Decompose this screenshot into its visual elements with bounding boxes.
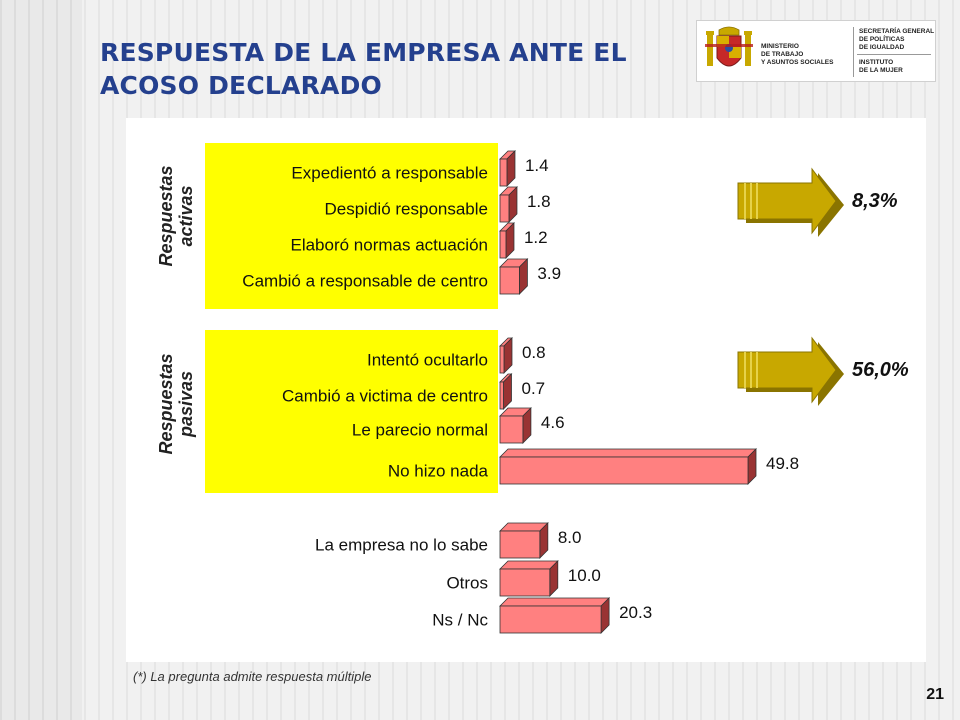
bar-top bbox=[499, 560, 559, 570]
bar-top bbox=[499, 597, 611, 607]
secretaria-name: Secretaría General de Políticas de Igual… bbox=[859, 28, 935, 51]
category-label: Elaboró normas actuación bbox=[290, 236, 488, 255]
bar bbox=[499, 605, 602, 634]
bar bbox=[499, 345, 505, 374]
bar bbox=[499, 568, 551, 597]
logo-divider-horizontal bbox=[857, 54, 931, 55]
category-label: Ns / Nc bbox=[432, 611, 488, 630]
value-label: 1.4 bbox=[525, 156, 549, 175]
ministry-name: Ministerio de Trabajo y Asuntos Sociales bbox=[761, 43, 834, 66]
value-label: 1.2 bbox=[524, 228, 548, 247]
coat-of-arms-icon bbox=[705, 26, 753, 67]
category-label: Expedientó a responsable bbox=[291, 164, 488, 183]
slide-title: RESPUESTA DE LA EMPRESA ANTE EL ACOSO DE… bbox=[100, 36, 627, 102]
group-1-label: Respuestasactivas bbox=[156, 165, 196, 266]
footnote: (*) La pregunta admite respuesta múltipl… bbox=[133, 669, 372, 684]
chart-panel: Respuestasactivas Expedientó a responsabl… bbox=[126, 118, 926, 662]
group-2-summary: 56,0% bbox=[852, 359, 909, 381]
category-label: La empresa no lo sabe bbox=[315, 536, 488, 555]
category-label: Otros bbox=[446, 574, 488, 593]
value-label: 0.7 bbox=[521, 379, 545, 398]
value-label: 10.0 bbox=[568, 566, 601, 585]
bar bbox=[499, 381, 504, 410]
bar-top bbox=[499, 448, 757, 458]
bar bbox=[499, 230, 507, 259]
value-label: 4.6 bbox=[541, 413, 565, 432]
bar bbox=[499, 158, 508, 187]
bar bbox=[499, 530, 541, 559]
category-label: Despidió responsable bbox=[325, 200, 489, 219]
group-2-highlight bbox=[205, 330, 498, 493]
category-label: Cambió a responsable de centro bbox=[242, 272, 488, 291]
value-label: 49.8 bbox=[766, 454, 799, 473]
category-label: Cambió a victima de centro bbox=[282, 387, 488, 406]
logo-divider bbox=[853, 27, 854, 77]
page-number: 21 bbox=[926, 686, 944, 703]
group-1-highlight bbox=[205, 143, 498, 309]
value-label: 1.8 bbox=[527, 192, 551, 211]
left-band bbox=[0, 0, 82, 720]
value-label: 3.9 bbox=[537, 264, 561, 283]
horizontal-bar-chart: Respuestasactivas Expedientó a responsabl… bbox=[156, 143, 909, 634]
bar bbox=[499, 456, 749, 485]
group-1-summary: 8,3% bbox=[852, 190, 898, 212]
ministry-logo: Ministerio de Trabajo y Asuntos Sociales… bbox=[696, 20, 936, 82]
bar bbox=[499, 194, 510, 223]
group-2-label: Respuestaspasivas bbox=[156, 353, 196, 454]
value-label: 20.3 bbox=[619, 603, 652, 622]
bar bbox=[499, 266, 520, 295]
instituto-name: Instituto de la Mujer bbox=[859, 59, 903, 74]
bar bbox=[499, 415, 524, 444]
category-label: Intentó ocultarlo bbox=[367, 351, 488, 370]
arrow-icon bbox=[737, 167, 844, 237]
title-text: RESPUESTA DE LA EMPRESA ANTE EL ACOSO DE… bbox=[100, 38, 627, 100]
category-label: Le parecio normal bbox=[352, 421, 488, 440]
arrow-icon bbox=[737, 336, 844, 406]
category-label: No hizo nada bbox=[388, 462, 489, 481]
value-label: 0.8 bbox=[522, 343, 546, 362]
value-label: 8.0 bbox=[558, 528, 582, 547]
